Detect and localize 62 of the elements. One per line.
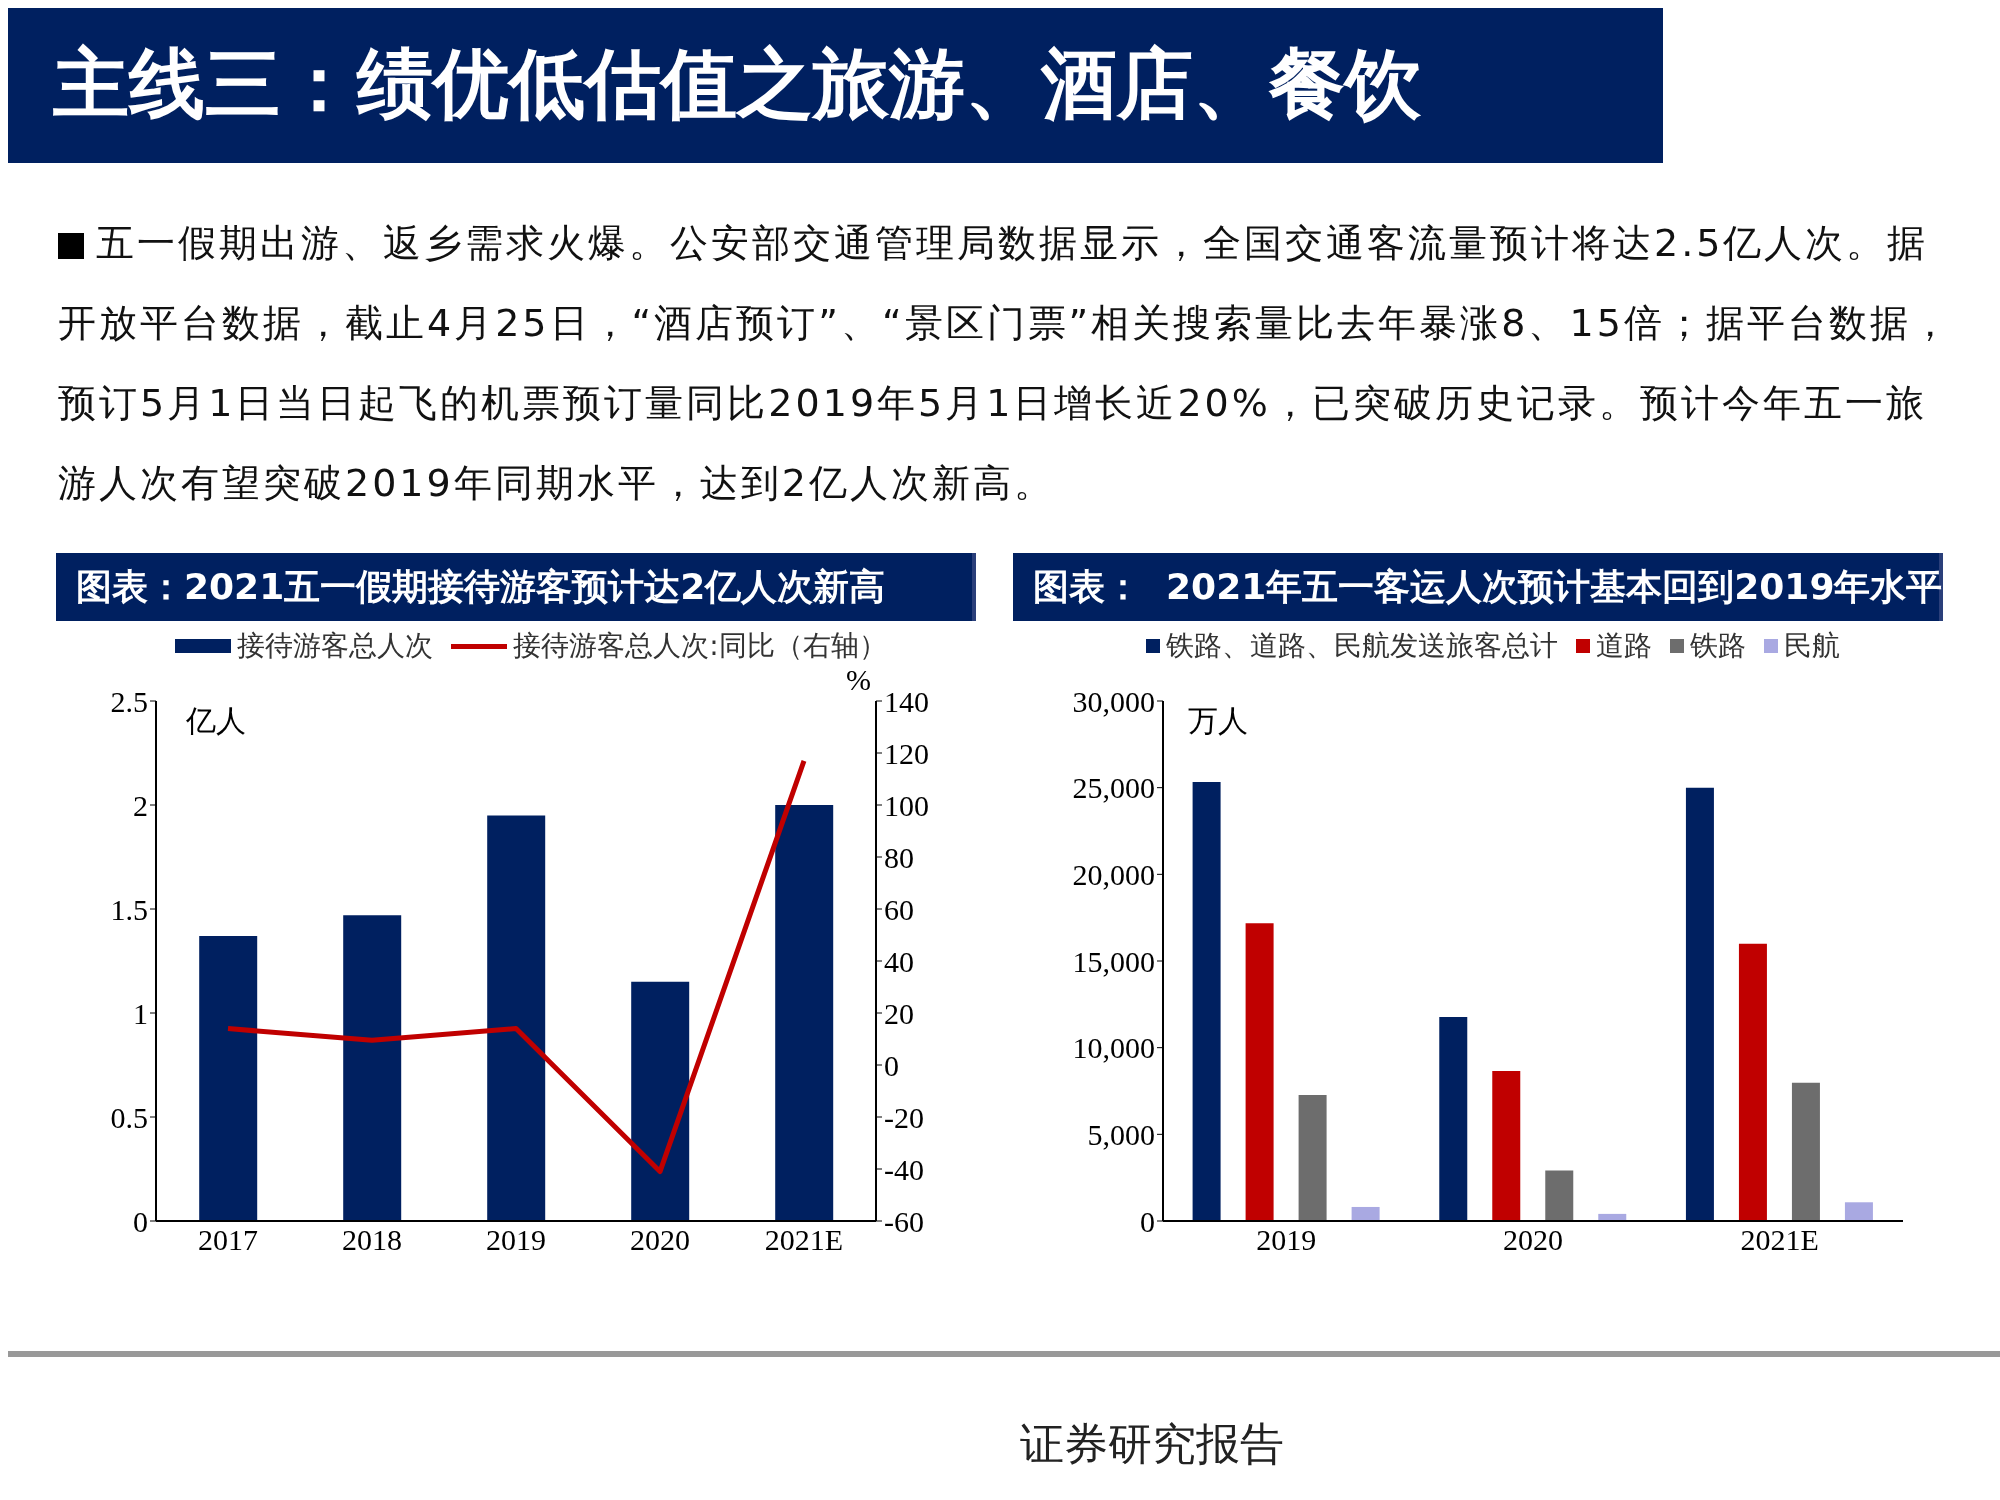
bar <box>775 805 834 1221</box>
chart-title: 图表：2021五一假期接待游客预计达2亿人次新高 <box>76 564 886 609</box>
y-tick-label: 0 <box>133 1204 148 1238</box>
bar <box>1351 1206 1380 1221</box>
y2-tick-label: -60 <box>884 1204 924 1238</box>
y-tick-label: 15,000 <box>1072 944 1155 978</box>
y2-tick-label: -20 <box>884 1100 924 1134</box>
y-tick-label: 20,000 <box>1072 857 1155 891</box>
x-tick-label: 2021E <box>1740 1223 1819 1257</box>
y2-tick-label: 0 <box>884 1048 899 1082</box>
y-axis-title: 亿人 <box>186 702 246 740</box>
legend-label: 铁路、道路、民航发送旅客总计 <box>1165 628 1558 664</box>
bar <box>1245 923 1274 1221</box>
y2-tick-label: 140 <box>884 684 929 718</box>
x-tick-label: 2021E <box>764 1223 844 1257</box>
x-tick-label: 2019 <box>486 1223 546 1257</box>
bar <box>487 815 546 1221</box>
y2-axis-title: % <box>846 663 871 697</box>
legend-label: 铁路 <box>1689 628 1746 664</box>
x-tick-label: 2018 <box>342 1223 402 1257</box>
x-tick-label: 2020 <box>1503 1223 1563 1257</box>
y2-tick-label: 60 <box>884 892 914 926</box>
y-tick-label: 0 <box>1140 1204 1155 1238</box>
y-tick-label: 1.5 <box>110 892 148 926</box>
chart-title: 图表： 2021年五一客运人次预计基本回到2019年水平 <box>1033 564 1943 609</box>
x-tick-label: 2019 <box>1256 1223 1317 1257</box>
bar <box>1738 943 1767 1221</box>
y2-tick-label: 100 <box>884 788 929 822</box>
text: 五一假期出游、返乡需求火爆。公安部交通管理局数据显示，全国交通客流量预计将达2.5亿人次。据开放平台数据，截止4月25日，“酒店预订”、“景区门票”相关搜索量比去年暴涨8、15倍；据平台数据，预订5月1日当日起飞的机票预订量同比2019年5月1日增长近20%，已突破历史记录。预计今年五一旅游人次有望突破2019年同期水平，达到2亿人次新高。 <box>58 220 1953 507</box>
legend-label: 接待游客总人次:同比（右轴） <box>513 629 887 662</box>
y2-tick-label: 20 <box>884 996 914 1030</box>
y-axis-title: 万人 <box>1188 702 1248 740</box>
text: 证券研究报告 <box>1020 1417 1284 1471</box>
legend-label: 道路 <box>1595 628 1652 664</box>
bar <box>1439 1016 1468 1221</box>
bar <box>1192 781 1221 1221</box>
bar <box>631 981 690 1221</box>
bar <box>1791 1082 1820 1221</box>
y2-tick-label: -40 <box>884 1152 924 1186</box>
bar <box>1545 1170 1574 1221</box>
x-tick-label: 2017 <box>198 1223 258 1257</box>
y-tick-label: 10,000 <box>1072 1031 1155 1065</box>
y2-tick-label: 40 <box>884 944 914 978</box>
y2-tick-label: 120 <box>884 736 929 770</box>
bar <box>343 915 402 1221</box>
y-tick-label: 5,000 <box>1087 1117 1155 1151</box>
bar <box>1298 1094 1327 1221</box>
x-tick-label: 2020 <box>630 1223 690 1257</box>
legend-label: 接待游客总人次 <box>236 628 434 664</box>
y-tick-label: 0.5 <box>110 1100 148 1134</box>
y-tick-label: 30,000 <box>1072 684 1155 718</box>
text: 主线三：绩优低估值之旅游、酒店、餐饮 <box>53 38 1421 130</box>
y-tick-label: 2.5 <box>110 684 148 718</box>
bar <box>1685 787 1714 1221</box>
y-tick-label: 1 <box>133 996 148 1030</box>
y2-tick-label: 80 <box>884 840 914 874</box>
y-tick-label: 2 <box>133 788 148 822</box>
y-tick-label: 25,000 <box>1072 771 1155 805</box>
bar <box>1492 1070 1521 1221</box>
legend-label: 民航 <box>1783 628 1840 664</box>
bar <box>1844 1202 1873 1221</box>
bar <box>199 936 258 1221</box>
